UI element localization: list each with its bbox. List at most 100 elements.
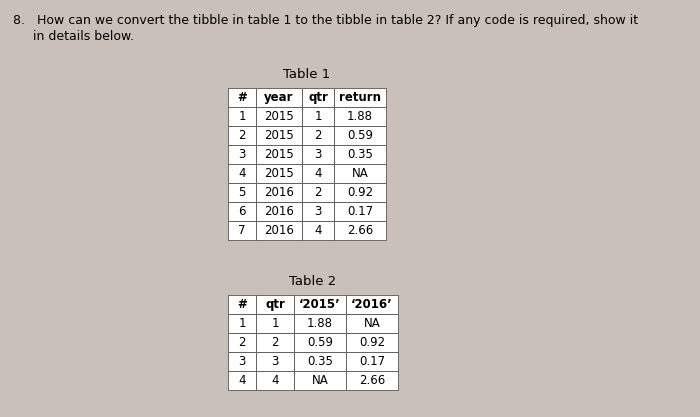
Text: 5: 5 bbox=[238, 186, 246, 199]
Bar bbox=[228, 221, 256, 240]
Bar bbox=[294, 352, 346, 371]
Bar bbox=[334, 145, 386, 164]
Text: 1: 1 bbox=[238, 317, 246, 330]
Text: 6: 6 bbox=[238, 205, 246, 218]
Bar bbox=[228, 183, 256, 202]
Text: 4: 4 bbox=[314, 167, 322, 180]
Text: 0.35: 0.35 bbox=[307, 355, 333, 368]
Bar bbox=[256, 145, 302, 164]
Text: NA: NA bbox=[351, 167, 368, 180]
Bar bbox=[256, 164, 302, 183]
Bar bbox=[302, 107, 334, 126]
Text: NA: NA bbox=[363, 317, 380, 330]
Bar bbox=[346, 295, 398, 314]
Bar bbox=[302, 164, 334, 183]
Text: 1.88: 1.88 bbox=[347, 110, 373, 123]
Text: year: year bbox=[265, 91, 294, 104]
Text: 2: 2 bbox=[238, 129, 246, 142]
Text: in details below.: in details below. bbox=[13, 30, 134, 43]
Bar bbox=[334, 221, 386, 240]
Text: 0.59: 0.59 bbox=[307, 336, 333, 349]
Text: 3: 3 bbox=[314, 148, 322, 161]
Text: 2: 2 bbox=[272, 336, 279, 349]
Text: 4: 4 bbox=[272, 374, 279, 387]
Text: NA: NA bbox=[312, 374, 328, 387]
Text: 8.   How can we convert the tibble in table 1 to the tibble in table 2? If any c: 8. How can we convert the tibble in tabl… bbox=[13, 14, 638, 27]
Text: 3: 3 bbox=[238, 148, 246, 161]
Text: 1: 1 bbox=[272, 317, 279, 330]
Text: 0.92: 0.92 bbox=[347, 186, 373, 199]
Text: 0.35: 0.35 bbox=[347, 148, 373, 161]
Text: ‘2016’: ‘2016’ bbox=[351, 298, 393, 311]
Bar bbox=[302, 202, 334, 221]
Text: 1: 1 bbox=[238, 110, 246, 123]
Text: 2: 2 bbox=[238, 336, 246, 349]
Bar bbox=[228, 164, 256, 183]
Bar bbox=[334, 202, 386, 221]
Text: 1.88: 1.88 bbox=[307, 317, 333, 330]
Bar bbox=[256, 126, 302, 145]
Text: 4: 4 bbox=[238, 167, 246, 180]
Bar bbox=[256, 352, 294, 371]
Text: qtr: qtr bbox=[308, 91, 328, 104]
Text: 2: 2 bbox=[314, 129, 322, 142]
Text: 2015: 2015 bbox=[264, 129, 294, 142]
Bar bbox=[294, 314, 346, 333]
Bar bbox=[302, 88, 334, 107]
Bar bbox=[228, 145, 256, 164]
Bar bbox=[256, 371, 294, 390]
Text: #: # bbox=[237, 91, 247, 104]
Text: qtr: qtr bbox=[265, 298, 285, 311]
Bar bbox=[256, 295, 294, 314]
Text: return: return bbox=[339, 91, 381, 104]
Text: 2.66: 2.66 bbox=[347, 224, 373, 237]
Text: 3: 3 bbox=[272, 355, 279, 368]
Text: 2015: 2015 bbox=[264, 110, 294, 123]
Text: 2.66: 2.66 bbox=[359, 374, 385, 387]
Text: 4: 4 bbox=[314, 224, 322, 237]
Bar bbox=[256, 202, 302, 221]
Text: #: # bbox=[237, 298, 247, 311]
Text: 0.17: 0.17 bbox=[359, 355, 385, 368]
Bar bbox=[346, 371, 398, 390]
Bar bbox=[228, 371, 256, 390]
Bar bbox=[334, 107, 386, 126]
Bar bbox=[256, 183, 302, 202]
Bar bbox=[334, 183, 386, 202]
Bar bbox=[334, 88, 386, 107]
Text: 4: 4 bbox=[238, 374, 246, 387]
Text: ‘2015’: ‘2015’ bbox=[299, 298, 341, 311]
Bar bbox=[302, 183, 334, 202]
Bar bbox=[228, 88, 256, 107]
Text: 2015: 2015 bbox=[264, 148, 294, 161]
Bar bbox=[228, 107, 256, 126]
Bar bbox=[294, 295, 346, 314]
Text: Table 1: Table 1 bbox=[284, 68, 330, 81]
Bar bbox=[302, 221, 334, 240]
Bar bbox=[228, 126, 256, 145]
Bar bbox=[256, 314, 294, 333]
Text: 2: 2 bbox=[314, 186, 322, 199]
Text: 2015: 2015 bbox=[264, 167, 294, 180]
Text: 0.59: 0.59 bbox=[347, 129, 373, 142]
Bar bbox=[256, 88, 302, 107]
Text: 2016: 2016 bbox=[264, 224, 294, 237]
Bar bbox=[256, 333, 294, 352]
Text: 3: 3 bbox=[314, 205, 322, 218]
Bar bbox=[228, 333, 256, 352]
Bar bbox=[256, 221, 302, 240]
Bar bbox=[228, 314, 256, 333]
Bar bbox=[334, 126, 386, 145]
Text: Table 2: Table 2 bbox=[289, 275, 337, 288]
Text: 2016: 2016 bbox=[264, 186, 294, 199]
Bar bbox=[294, 333, 346, 352]
Bar bbox=[256, 107, 302, 126]
Text: 2016: 2016 bbox=[264, 205, 294, 218]
Bar bbox=[228, 352, 256, 371]
Bar bbox=[228, 202, 256, 221]
Text: 3: 3 bbox=[238, 355, 246, 368]
Text: 0.92: 0.92 bbox=[359, 336, 385, 349]
Bar bbox=[346, 352, 398, 371]
Bar bbox=[228, 295, 256, 314]
Bar bbox=[302, 145, 334, 164]
